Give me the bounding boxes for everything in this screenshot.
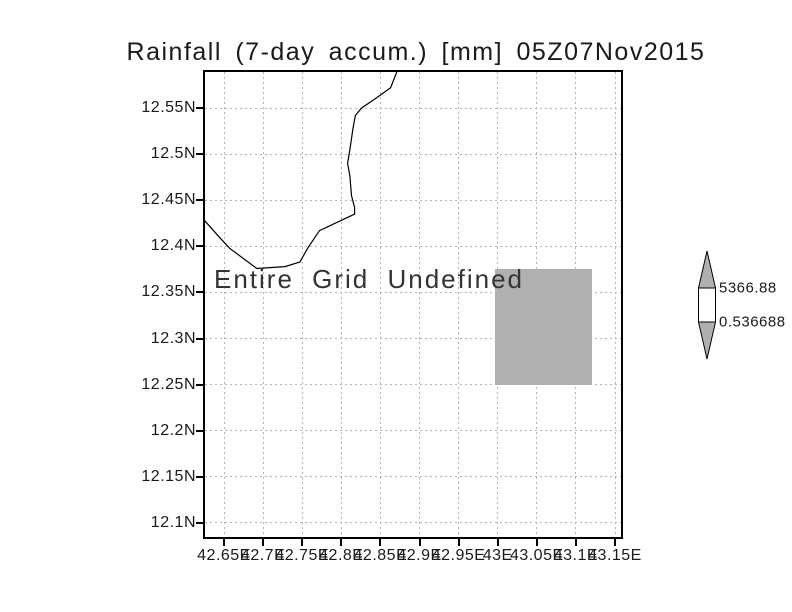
gridline-vertical xyxy=(262,72,264,537)
x-tick-label: 42.8E xyxy=(319,547,364,564)
gridline-vertical xyxy=(458,72,460,537)
x-tick-label: 42.65E xyxy=(197,547,251,564)
colorbar-max-label: 5366.88 xyxy=(719,279,777,297)
y-tick-mark xyxy=(196,429,204,432)
x-tick-mark xyxy=(614,539,616,546)
x-tick-mark xyxy=(535,539,538,546)
y-tick-label: 12.35N xyxy=(141,283,196,301)
gridline-horizontal xyxy=(205,245,621,247)
x-tick-label: 43.15E xyxy=(588,547,642,564)
gridline-horizontal xyxy=(205,107,621,109)
undefined-data-cell xyxy=(495,269,592,385)
y-tick-label: 12.3N xyxy=(150,329,196,347)
coastline-layer xyxy=(205,72,398,270)
y-tick-label: 12.55N xyxy=(141,99,196,116)
undefined-grid-annotation: Entire Grid Undefined xyxy=(214,264,525,294)
gridline-horizontal xyxy=(205,199,621,201)
y-tick-label: 12.15N xyxy=(141,467,196,485)
x-tick-mark xyxy=(496,539,499,546)
y-tick-mark xyxy=(196,107,204,109)
y-tick-label: 12.2N xyxy=(150,421,196,439)
x-tick-mark xyxy=(340,539,343,546)
x-tick-mark xyxy=(418,539,421,546)
y-tick-label: 12.25N xyxy=(141,375,196,393)
gridline-horizontal xyxy=(205,522,621,524)
x-tick-mark xyxy=(457,539,460,546)
gridline-vertical xyxy=(223,72,225,537)
plot-title: Rainfall (7-day accum.) [mm] 05Z07Nov201… xyxy=(126,38,706,66)
x-tick-mark xyxy=(223,539,225,546)
gridline-vertical xyxy=(379,72,381,537)
colorbar-upper-triangle xyxy=(697,250,717,289)
y-tick-label: 12.4N xyxy=(150,237,196,255)
gridline-vertical xyxy=(340,72,342,537)
x-tick-label: 42.7E xyxy=(240,547,286,564)
gridline-horizontal xyxy=(205,476,621,478)
x-tick-mark xyxy=(379,539,382,546)
colorbar xyxy=(697,250,717,360)
x-tick-label: 42.75E xyxy=(275,547,330,564)
gridline-horizontal xyxy=(205,430,621,432)
y-tick-label: 12.1N xyxy=(150,513,196,531)
colorbar-min-label: 0.536688 xyxy=(719,313,786,331)
x-tick-label: 42.85E xyxy=(353,547,408,564)
y-tick-mark xyxy=(196,475,204,478)
gridline-horizontal xyxy=(205,384,621,386)
gridline-vertical xyxy=(419,72,420,537)
x-tick-label: 43.05E xyxy=(509,547,564,564)
x-tick-label: 43.1E xyxy=(553,547,599,564)
gridline-vertical xyxy=(301,72,303,537)
gridline-horizontal xyxy=(205,291,621,293)
y-tick-label: 12.5N xyxy=(150,145,196,163)
y-tick-mark xyxy=(196,153,204,156)
gridline-vertical xyxy=(614,72,616,537)
y-tick-label: 12.45N xyxy=(141,191,196,209)
x-tick-mark xyxy=(574,539,577,546)
gridline-horizontal xyxy=(205,153,621,155)
y-tick-mark xyxy=(196,521,204,524)
map-frame xyxy=(203,70,623,539)
y-tick-mark xyxy=(196,383,204,386)
coastline-path xyxy=(205,72,398,270)
x-tick-label: 42.9E xyxy=(397,547,442,564)
y-tick-mark xyxy=(196,291,204,294)
x-tick-mark xyxy=(301,539,304,546)
y-tick-mark xyxy=(196,199,204,202)
colorbar-lower-triangle xyxy=(697,321,717,360)
x-tick-label: 43E xyxy=(482,547,513,564)
y-tick-mark xyxy=(196,337,204,340)
gridline-horizontal xyxy=(205,338,621,340)
colorbar-middle-rect xyxy=(698,287,716,323)
y-tick-mark xyxy=(196,245,204,248)
x-tick-label: 42.95E xyxy=(431,547,486,564)
x-tick-mark xyxy=(262,539,265,546)
